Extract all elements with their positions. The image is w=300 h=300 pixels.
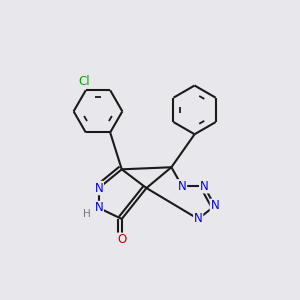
Text: N: N xyxy=(178,180,187,193)
Text: Cl: Cl xyxy=(79,75,90,88)
Text: O: O xyxy=(117,233,126,246)
Text: N: N xyxy=(210,200,219,212)
Text: N: N xyxy=(194,212,203,226)
Text: H: H xyxy=(82,209,90,220)
Text: N: N xyxy=(94,182,103,194)
Text: N: N xyxy=(200,180,208,193)
Text: N: N xyxy=(94,202,103,214)
